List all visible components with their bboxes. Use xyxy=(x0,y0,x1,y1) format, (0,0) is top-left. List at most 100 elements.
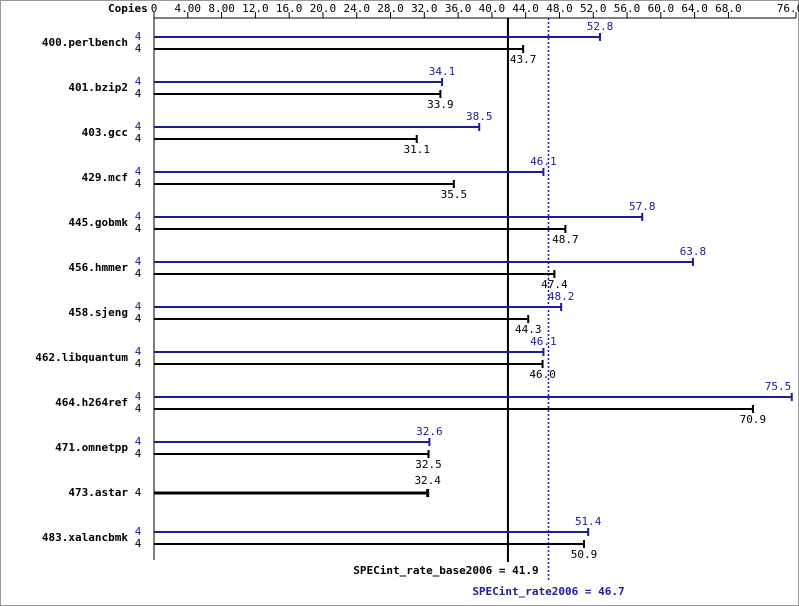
copies-label: 4 xyxy=(135,75,142,88)
bar xyxy=(154,168,545,176)
bar xyxy=(154,303,563,311)
bar xyxy=(154,90,442,98)
bar xyxy=(154,123,481,131)
copies-label: 4 xyxy=(135,42,142,55)
x-tick-label: 8.00 xyxy=(208,2,235,15)
x-tick-label: 64.0 xyxy=(681,2,708,15)
value-label: 32.6 xyxy=(416,425,443,438)
bar xyxy=(154,489,430,497)
copies-label: 4 xyxy=(135,312,142,325)
bar xyxy=(154,225,567,233)
copies-label: 4 xyxy=(135,537,142,550)
value-label: 46.1 xyxy=(530,155,557,168)
reference-label: SPECint_rate_base2006 = 41.9 xyxy=(353,564,538,577)
value-label: 51.4 xyxy=(575,515,602,528)
category-label: 401.bzip2 xyxy=(68,81,128,94)
copies-label: 4 xyxy=(135,525,142,538)
category-label: 400.perlbench xyxy=(42,36,128,49)
copies-label: 4 xyxy=(135,132,142,145)
bar xyxy=(154,33,602,41)
copies-label: 4 xyxy=(135,486,142,499)
x-tick-label: 44.0 xyxy=(512,2,539,15)
copies-label: 4 xyxy=(135,165,142,178)
bar xyxy=(154,270,556,278)
copies-label: 4 xyxy=(135,210,142,223)
copies-label: 4 xyxy=(135,345,142,358)
copies-label: 4 xyxy=(135,435,142,448)
category-label: 445.gobmk xyxy=(68,216,128,229)
bar xyxy=(154,450,430,458)
value-label: 57.8 xyxy=(629,200,656,213)
bar xyxy=(154,393,793,401)
value-label: 38.5 xyxy=(466,110,493,123)
copies-label: 4 xyxy=(135,30,142,43)
value-label: 33.9 xyxy=(427,98,454,111)
x-tick-label: 4.00 xyxy=(175,2,202,15)
x-tick-label: 48.0 xyxy=(546,2,573,15)
x-tick-label: 60.0 xyxy=(648,2,675,15)
value-label: 48.7 xyxy=(552,233,579,246)
bar xyxy=(154,213,644,221)
x-tick-label: 56.0 xyxy=(614,2,641,15)
category-label: 403.gcc xyxy=(82,126,128,139)
copies-label: 4 xyxy=(135,120,142,133)
bar xyxy=(154,180,455,188)
x-tick-label: 40.0 xyxy=(479,2,506,15)
category-label: 429.mcf xyxy=(82,171,128,184)
category-label: 458.sjeng xyxy=(68,306,128,319)
copies-label: 4 xyxy=(135,300,142,313)
value-label: 32.5 xyxy=(415,458,442,471)
copies-label: 4 xyxy=(135,267,142,280)
value-label: 34.1 xyxy=(429,65,456,78)
x-tick-label: 16.0 xyxy=(276,2,303,15)
reference-label: SPECint_rate2006 = 46.7 xyxy=(472,585,624,598)
bar xyxy=(154,135,418,143)
copies-label: 4 xyxy=(135,357,142,370)
value-label: 43.7 xyxy=(510,53,537,66)
value-label: 31.1 xyxy=(403,143,430,156)
x-tick-label: 52.0 xyxy=(580,2,607,15)
value-label: 35.5 xyxy=(441,188,468,201)
bar xyxy=(154,348,545,356)
copies-label: 4 xyxy=(135,177,142,190)
bar xyxy=(154,258,694,266)
value-label: 47.4 xyxy=(541,278,568,291)
x-tick-label: 20.0 xyxy=(310,2,337,15)
copies-label: 4 xyxy=(135,447,142,460)
x-tick-label: 24.0 xyxy=(343,2,370,15)
bar xyxy=(154,45,525,53)
category-label: 471.omnetpp xyxy=(55,441,128,454)
bar xyxy=(154,405,754,413)
value-label: 52.8 xyxy=(587,20,614,33)
value-label: 48.2 xyxy=(548,290,575,303)
category-label: 483.xalancbmk xyxy=(42,531,128,544)
category-label: 462.libquantum xyxy=(35,351,128,364)
value-label: 63.8 xyxy=(680,245,707,258)
x-tick-label: 28.0 xyxy=(377,2,404,15)
x-tick-label: 0 xyxy=(151,2,158,15)
value-label: 75.5 xyxy=(765,380,792,393)
category-label: 464.h264ref xyxy=(55,396,128,409)
bar xyxy=(154,78,444,86)
bar xyxy=(154,360,544,368)
x-tick-label: 76.0 xyxy=(777,2,799,15)
value-label: 46.0 xyxy=(529,368,556,381)
copies-label: 4 xyxy=(135,390,142,403)
value-label: 44.3 xyxy=(515,323,542,336)
bar xyxy=(154,438,431,446)
bar xyxy=(154,315,530,323)
copies-label: 4 xyxy=(135,87,142,100)
copies-label: 4 xyxy=(135,402,142,415)
category-label: 456.hmmer xyxy=(68,261,128,274)
bar xyxy=(154,540,585,548)
value-label: 50.9 xyxy=(571,548,598,561)
x-tick-label: 12.0 xyxy=(242,2,269,15)
axis-label: Copies xyxy=(108,2,148,15)
x-tick-label: 68.0 xyxy=(715,2,742,15)
value-label: 70.9 xyxy=(740,413,767,426)
value-label: 46.1 xyxy=(530,335,557,348)
category-label: 473.astar xyxy=(68,486,128,499)
